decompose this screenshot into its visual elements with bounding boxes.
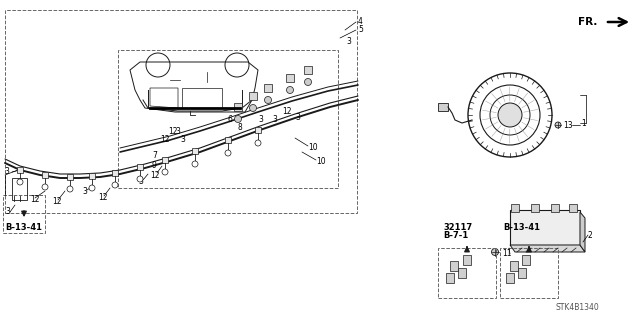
Bar	[264, 84, 272, 92]
Bar	[137, 164, 143, 170]
Bar	[522, 255, 530, 265]
Circle shape	[498, 103, 522, 127]
Text: 7: 7	[152, 151, 157, 160]
Bar	[12, 178, 27, 200]
Circle shape	[137, 176, 143, 182]
Bar	[531, 204, 539, 212]
Circle shape	[555, 122, 561, 128]
Bar	[225, 137, 231, 143]
Text: 3: 3	[82, 188, 87, 197]
Text: 1: 1	[581, 118, 586, 128]
Circle shape	[112, 182, 118, 188]
Bar	[3, 195, 45, 233]
Text: B-13-41: B-13-41	[503, 224, 540, 233]
Polygon shape	[510, 245, 585, 252]
Text: 12: 12	[282, 108, 291, 116]
Text: 11: 11	[502, 249, 511, 258]
Bar	[518, 268, 526, 278]
Text: 6: 6	[228, 115, 233, 124]
Bar	[511, 204, 519, 212]
Text: 10: 10	[308, 144, 317, 152]
Text: STK4B1340: STK4B1340	[555, 302, 599, 311]
Text: 5: 5	[358, 26, 363, 34]
Circle shape	[287, 86, 294, 93]
Text: B-13-41: B-13-41	[5, 224, 42, 233]
Bar	[450, 261, 458, 271]
Text: 12: 12	[98, 194, 108, 203]
Bar	[255, 127, 261, 133]
Bar	[551, 204, 559, 212]
Text: FR.: FR.	[578, 17, 597, 27]
Bar	[510, 261, 518, 271]
Bar	[112, 170, 118, 176]
Bar	[162, 157, 168, 163]
Circle shape	[492, 249, 499, 256]
Bar	[500, 248, 558, 298]
Text: 10: 10	[316, 158, 326, 167]
Text: 12: 12	[30, 196, 40, 204]
Bar	[463, 255, 471, 265]
Text: 12: 12	[160, 136, 170, 145]
Text: 3: 3	[295, 114, 300, 122]
Circle shape	[89, 185, 95, 191]
Bar	[506, 273, 514, 283]
Circle shape	[192, 161, 198, 167]
Text: 3: 3	[258, 115, 263, 124]
Bar	[192, 148, 198, 154]
Bar	[510, 210, 580, 245]
Text: 3: 3	[5, 207, 10, 217]
Bar	[438, 248, 496, 298]
Text: 9: 9	[152, 160, 157, 169]
Circle shape	[305, 78, 312, 85]
Text: 3: 3	[272, 115, 277, 124]
Text: 3: 3	[138, 177, 143, 187]
Text: 3: 3	[4, 167, 9, 176]
Bar	[67, 174, 73, 180]
Bar	[446, 273, 454, 283]
Text: 12: 12	[168, 128, 177, 137]
Text: 8: 8	[238, 123, 243, 132]
Bar	[304, 66, 312, 74]
Bar	[249, 92, 257, 100]
Circle shape	[234, 115, 241, 122]
Text: 4: 4	[358, 18, 363, 26]
Bar	[17, 167, 23, 173]
Text: 13: 13	[563, 121, 573, 130]
Circle shape	[17, 179, 23, 185]
Text: B-7-1: B-7-1	[443, 232, 468, 241]
Circle shape	[162, 169, 168, 175]
Bar	[458, 268, 466, 278]
Bar	[89, 173, 95, 179]
Bar	[42, 172, 48, 178]
Bar	[438, 103, 448, 111]
Polygon shape	[580, 212, 585, 252]
Circle shape	[255, 140, 261, 146]
Circle shape	[225, 150, 231, 156]
Text: 3: 3	[346, 38, 351, 47]
Text: 32117: 32117	[443, 224, 472, 233]
Bar	[569, 204, 577, 212]
Bar	[286, 74, 294, 82]
Bar	[234, 103, 242, 111]
Text: 3: 3	[175, 128, 180, 137]
Circle shape	[42, 184, 48, 190]
Circle shape	[264, 97, 271, 103]
Circle shape	[67, 186, 73, 192]
Text: 3: 3	[180, 136, 185, 145]
Bar	[118, 50, 338, 188]
Text: 12: 12	[150, 170, 159, 180]
Text: 12: 12	[52, 197, 61, 206]
Text: 2: 2	[588, 231, 593, 240]
Circle shape	[250, 105, 257, 112]
Bar	[5, 10, 357, 213]
